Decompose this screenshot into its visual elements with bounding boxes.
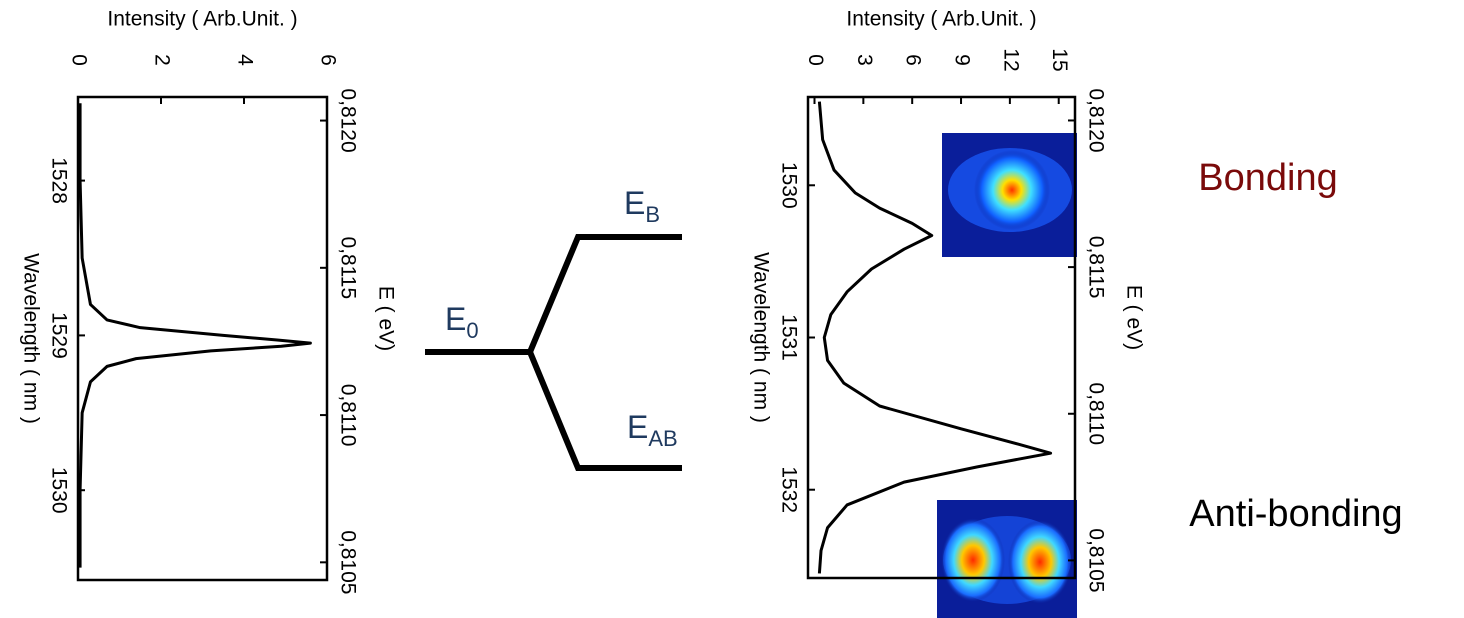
level-letter: E — [624, 185, 645, 221]
y-axis-title: Intensity ( Arb.Unit. ) — [107, 8, 297, 31]
y-tick-label: 0 — [67, 54, 90, 66]
y-tick-label: 6 — [316, 54, 339, 66]
antibonding-mode-image — [937, 500, 1077, 618]
y-tick-label: 15 — [1048, 48, 1071, 71]
level-letter: E — [445, 301, 466, 337]
x2-tick-label: 0,8105 — [1084, 528, 1107, 592]
y-tick-label: 2 — [150, 54, 173, 66]
figure: E0 EB EAB Bonding Anti-bonding Intensity… — [0, 0, 1464, 618]
x-tick-label: 1531 — [777, 314, 800, 361]
spectrum-line — [80, 103, 310, 567]
y-tick-label: 0 — [804, 54, 827, 66]
level-line — [530, 237, 682, 352]
y-tick-label: 4 — [233, 54, 256, 66]
x-tick-label: 1530 — [777, 162, 800, 209]
x2-tick-label: 0,8115 — [336, 236, 359, 299]
x-tick-label: 1529 — [47, 312, 70, 359]
level-label: EB — [624, 185, 660, 226]
x-tick-label: 1528 — [47, 157, 70, 204]
x2-tick-label: 0,8105 — [336, 530, 359, 594]
x2-tick-label: 0,8110 — [1084, 382, 1107, 445]
level-letter: E — [627, 409, 648, 445]
x2-tick-label: 0,8115 — [1084, 236, 1107, 299]
bonding-mode-image — [942, 133, 1077, 257]
y-tick-label: 6 — [902, 54, 925, 66]
level-label: EAB — [627, 409, 678, 450]
annotation: Anti-bonding — [1189, 493, 1402, 535]
x-axis-title: Wavelength ( nm ) — [749, 252, 772, 423]
y-tick-label: 9 — [950, 54, 973, 66]
x2-axis-title: E ( eV) — [1122, 285, 1145, 350]
annotation: Bonding — [1198, 157, 1337, 199]
x-tick-label: 1530 — [47, 467, 70, 514]
y-tick-label: 12 — [999, 48, 1022, 71]
x2-tick-label: 0,8120 — [336, 88, 359, 152]
level-sub: AB — [648, 426, 677, 451]
plot-frame — [78, 97, 327, 580]
x-tick-label: 1532 — [777, 466, 800, 513]
level-label: E0 — [445, 301, 479, 342]
y-tick-label: 3 — [853, 54, 876, 66]
level-sub: B — [645, 202, 660, 227]
level-sub: 0 — [466, 318, 478, 343]
x-axis-title: Wavelength ( nm ) — [19, 253, 42, 424]
y-axis-title: Intensity ( Arb.Unit. ) — [846, 8, 1036, 31]
x2-axis-title: E ( eV) — [374, 286, 397, 351]
x2-tick-label: 0,8120 — [1084, 88, 1107, 152]
x2-tick-label: 0,8110 — [336, 384, 359, 447]
